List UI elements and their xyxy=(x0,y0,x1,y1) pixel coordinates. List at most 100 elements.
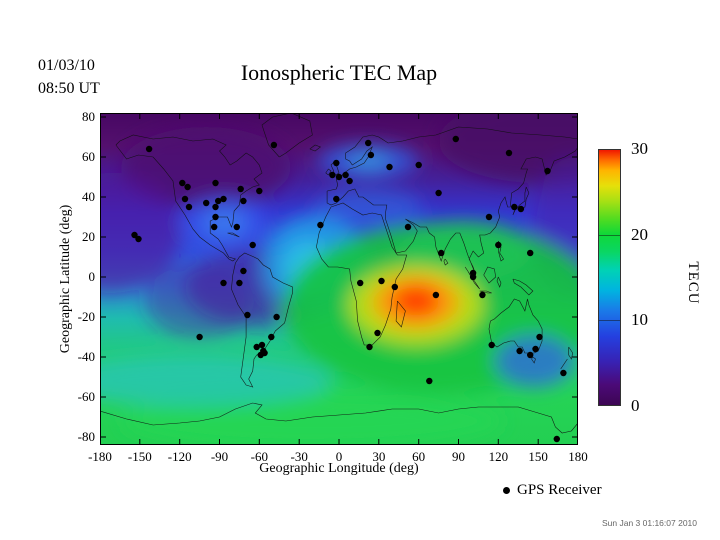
y-axis-title: Geographic Latitude (deg) xyxy=(58,204,73,354)
x-axis-title: Geographic Longitude (deg) xyxy=(259,461,419,476)
y-tick-label: 80 xyxy=(82,109,95,124)
timestamp-block: 01/03/10 08:50 UT xyxy=(38,54,100,100)
gps-receiver-dot xyxy=(367,151,375,159)
gps-receiver-dot xyxy=(335,173,343,181)
gps-receiver-dot xyxy=(432,291,440,299)
gps-receiver-dot xyxy=(342,171,349,179)
x-tick-label: -120 xyxy=(167,449,192,464)
tec-map-plot xyxy=(100,113,578,445)
gps-receiver-legend: GPS Receiver xyxy=(503,482,602,499)
gps-receiver-dot xyxy=(544,167,551,175)
gps-receiver-dot xyxy=(365,139,372,147)
gps-receiver-dot xyxy=(553,435,560,443)
gps-receiver-dot xyxy=(438,249,445,257)
colorbar-tick-label: 30 xyxy=(631,139,648,158)
y-tick-label: 0 xyxy=(88,269,96,284)
gps-receiver-dot xyxy=(212,203,219,211)
map-time-ut: 08:50 UT xyxy=(38,80,100,97)
gps-receiver-dot xyxy=(426,377,433,385)
gps-receiver-dot xyxy=(527,351,534,359)
gps-receiver-dot xyxy=(253,343,260,351)
gps-receiver-dot xyxy=(244,311,251,319)
colorbar-tick-label: 20 xyxy=(631,224,648,244)
x-tick-label: 150 xyxy=(528,449,548,464)
colorbar-tick-label: 10 xyxy=(631,310,648,330)
x-tick-label: -180 xyxy=(88,449,112,464)
gps-receiver-dot xyxy=(374,329,381,337)
x-tick-label: 60 xyxy=(412,449,426,464)
map-frame xyxy=(100,113,578,445)
gps-receiver-dot xyxy=(495,241,502,249)
gps-receiver-dot xyxy=(258,341,266,349)
gps-receiver-dot xyxy=(536,333,543,341)
colorbar xyxy=(598,149,621,406)
gps-receiver-dot xyxy=(212,213,219,221)
creation-timestamp: Sun Jan 3 01:16:07 2010 xyxy=(602,518,697,528)
gps-receiver-dot xyxy=(479,291,486,299)
gps-receiver-dot xyxy=(452,135,459,143)
y-tick-label: 20 xyxy=(82,229,95,244)
x-tick-label: 30 xyxy=(372,449,386,464)
gps-receiver-dot xyxy=(511,203,518,211)
y-tick-label: -20 xyxy=(77,309,95,324)
page-title: Ionospheric TEC Map xyxy=(240,60,438,85)
gps-receiver-dot xyxy=(215,197,222,205)
colorbar-tick-label: 0 xyxy=(631,396,640,415)
gps-receiver-dot xyxy=(415,161,422,169)
gps-receiver-dot xyxy=(366,343,373,351)
gps-receiver-dot xyxy=(196,333,203,341)
gps-receiver-dot xyxy=(249,241,256,249)
y-tick-label: 40 xyxy=(82,189,95,204)
gps-receiver-dot xyxy=(211,223,218,231)
receiver-dot-icon xyxy=(503,487,510,494)
x-tick-label: -30 xyxy=(290,449,308,464)
gps-receiver-dot xyxy=(220,195,227,203)
x-tick-label: 0 xyxy=(335,449,343,464)
coastlines xyxy=(100,113,578,434)
colorbar-divider xyxy=(599,235,620,236)
x-tick-label: 180 xyxy=(568,449,588,464)
gps-receiver-dot xyxy=(181,195,189,203)
gps-receiver-dot xyxy=(378,277,385,285)
gps-receiver-dot xyxy=(131,231,138,239)
gps-receiver-dot xyxy=(185,203,193,211)
gps-receiver-dot xyxy=(233,223,240,231)
gps-receiver-dot xyxy=(317,221,324,229)
tec-field xyxy=(100,113,578,445)
tec-map-svg xyxy=(100,113,578,445)
gps-receiver-dot xyxy=(516,347,523,355)
y-tick-label: -60 xyxy=(77,389,95,404)
gps-receiver-dot xyxy=(135,235,142,243)
gps-receiver-dot xyxy=(435,189,442,197)
x-tick-label: -150 xyxy=(127,449,152,464)
gps-receiver-dot xyxy=(532,345,539,353)
gps-receiver-dot xyxy=(505,149,513,157)
x-tick-label: -60 xyxy=(250,449,268,464)
map-date: 01/03/10 xyxy=(38,57,95,74)
y-tick-label: -80 xyxy=(77,429,95,444)
gps-receiver-dot xyxy=(257,351,264,359)
gps-receiver-dot xyxy=(240,267,247,275)
gps-receiver-dot xyxy=(273,313,280,321)
colorbar-divider xyxy=(599,320,620,321)
legend-label: GPS Receiver xyxy=(517,482,602,498)
gps-receiver-dot xyxy=(404,223,412,231)
gps-receiver-dot xyxy=(386,163,393,171)
gps-receiver-dot xyxy=(203,199,210,207)
gps-receiver-dot xyxy=(357,279,364,287)
y-tick-label: 60 xyxy=(82,149,95,164)
gps-receiver-dot xyxy=(236,279,243,287)
gps-receiver-dot xyxy=(237,185,244,193)
gps-receiver-dot xyxy=(329,171,336,179)
gps-receiver-dot xyxy=(268,333,275,341)
gps-receiver-dot xyxy=(560,369,567,377)
gps-receiver-dot xyxy=(240,197,247,205)
gps-receiver-dot xyxy=(220,279,227,287)
gps-receiver-dot xyxy=(527,249,534,257)
x-tick-label: -90 xyxy=(210,449,229,464)
gps-receiver-dots xyxy=(131,135,567,443)
x-tick-label: 120 xyxy=(488,449,509,464)
gps-receiver-dot xyxy=(179,179,186,187)
x-tick-label: 90 xyxy=(452,449,465,464)
gps-receiver-dot xyxy=(488,341,495,349)
